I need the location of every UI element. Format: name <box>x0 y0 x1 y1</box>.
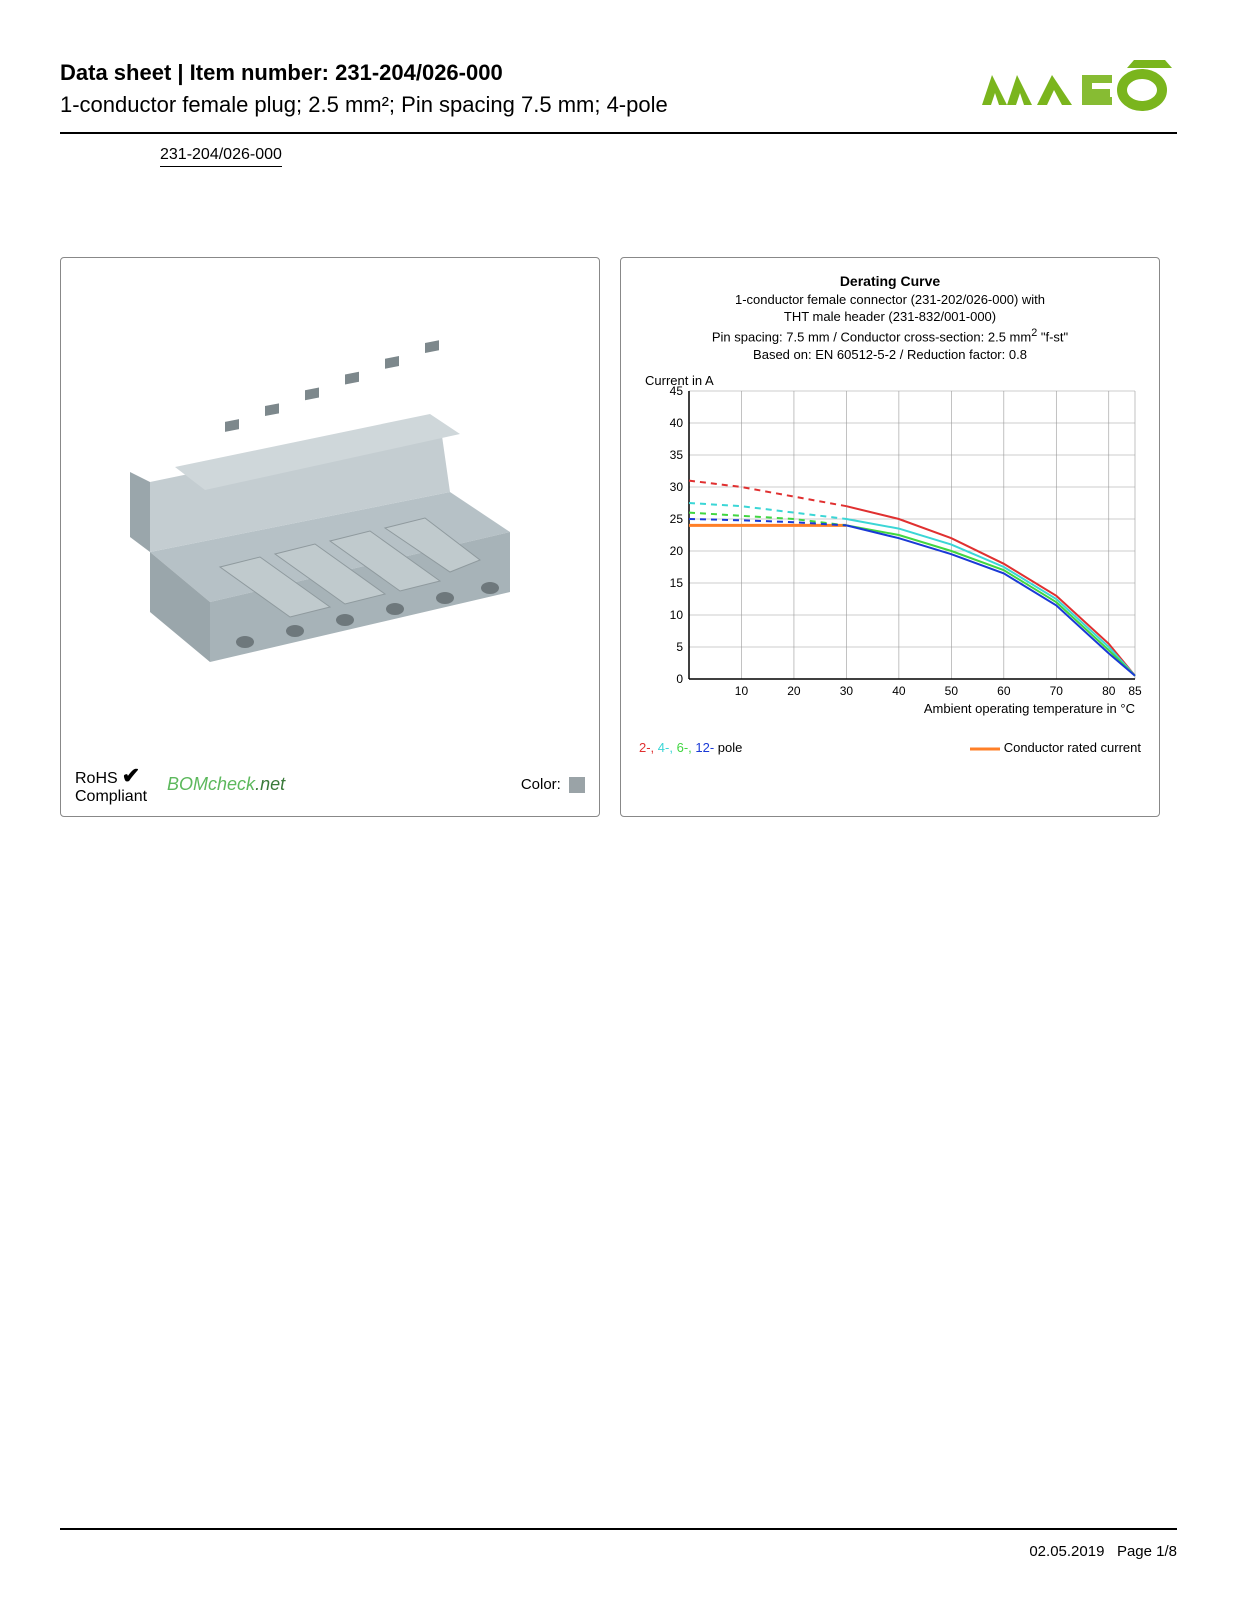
svg-text:Ambient operating temperature: Ambient operating temperature in °C <box>924 701 1135 716</box>
footer-page: Page 1/8 <box>1117 1543 1177 1560</box>
chart-legend: 2-, 4-, 6-, 12- pole Conductor rated cur… <box>631 734 1149 755</box>
chart-desc-1: 1-conductor female connector (231-202/02… <box>635 291 1145 309</box>
page-title: Data sheet | Item number: 231-204/026-00… <box>60 60 977 86</box>
bomcheck-text: BOMcheck <box>167 774 255 794</box>
pole-legend: 2-, 4-, 6-, 12- pole <box>639 740 742 755</box>
wago-logo <box>977 60 1177 120</box>
svg-text:80: 80 <box>1102 684 1116 698</box>
footer-date: 02.05.2019 <box>1029 1543 1104 1560</box>
title-prefix: Data sheet | Item number: <box>60 60 335 85</box>
color-swatch <box>569 777 585 793</box>
legend-pole-suffix: pole <box>714 740 742 755</box>
svg-text:0: 0 <box>676 672 683 686</box>
svg-text:35: 35 <box>670 448 684 462</box>
svg-text:50: 50 <box>945 684 959 698</box>
legend-pole: 4-, <box>658 740 677 755</box>
color-label: Color: <box>521 776 561 793</box>
footer-divider <box>60 1528 1177 1530</box>
legend-pole: 6-, <box>677 740 696 755</box>
product-image-panel: RoHS✔Compliant BOMcheck.net Color: <box>60 257 600 817</box>
svg-text:15: 15 <box>670 576 684 590</box>
svg-text:30: 30 <box>840 684 854 698</box>
derating-chart: Current in A0510152025303540451020304050… <box>637 369 1147 729</box>
svg-text:20: 20 <box>787 684 801 698</box>
item-number-link[interactable]: 231-204/026-000 <box>160 146 282 167</box>
check-icon: ✔ <box>122 763 140 788</box>
rohs-line1: RoHS <box>75 770 118 787</box>
chart-desc-4: Based on: EN 60512-5-2 / Reduction facto… <box>635 346 1145 364</box>
chart-desc-3a: Pin spacing: 7.5 mm / Conductor cross-se… <box>712 329 1031 344</box>
svg-text:10: 10 <box>735 684 749 698</box>
svg-text:30: 30 <box>670 480 684 494</box>
svg-text:85: 85 <box>1128 684 1142 698</box>
rohs-line2: Compliant <box>75 788 147 805</box>
title-item-number: 231-204/026-000 <box>335 60 503 85</box>
chart-desc-3b: "f-st" <box>1037 329 1068 344</box>
bomcheck-net: .net <box>255 774 285 794</box>
chart-desc-3: Pin spacing: 7.5 mm / Conductor cross-se… <box>635 326 1145 346</box>
svg-text:40: 40 <box>670 416 684 430</box>
rohs-badge: RoHS✔Compliant <box>75 764 147 806</box>
legend-pole: 2-, <box>639 740 658 755</box>
page-subtitle: 1-conductor female plug; 2.5 mm²; Pin sp… <box>60 92 977 118</box>
chart-header: Derating Curve 1-conductor female connec… <box>631 268 1149 369</box>
svg-text:45: 45 <box>670 384 684 398</box>
header: Data sheet | Item number: 231-204/026-00… <box>60 60 1177 134</box>
svg-text:40: 40 <box>892 684 906 698</box>
color-label-group: Color: <box>521 776 585 793</box>
bomcheck-badge: BOMcheck.net <box>167 774 285 795</box>
rated-legend: Conductor rated current <box>970 740 1141 755</box>
svg-text:10: 10 <box>670 608 684 622</box>
svg-text:60: 60 <box>997 684 1011 698</box>
svg-text:5: 5 <box>676 640 683 654</box>
chart-title: Derating Curve <box>635 272 1145 291</box>
footer: 02.05.2019 Page 1/8 <box>1029 1543 1177 1560</box>
legend-pole: 12- <box>695 740 714 755</box>
rated-legend-label: Conductor rated current <box>1004 740 1141 755</box>
chart-desc-2: THT male header (231-832/001-000) <box>635 308 1145 326</box>
svg-text:25: 25 <box>670 512 684 526</box>
svg-text:20: 20 <box>670 544 684 558</box>
product-illustration <box>71 268 589 756</box>
svg-text:70: 70 <box>1050 684 1064 698</box>
derating-chart-panel: Derating Curve 1-conductor female connec… <box>620 257 1160 817</box>
